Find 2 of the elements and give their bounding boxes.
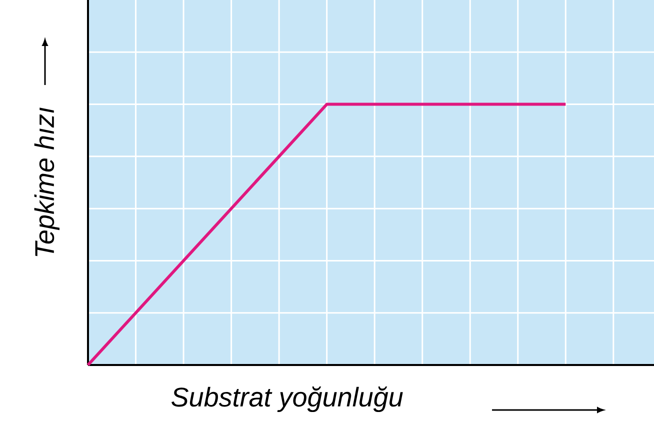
y-axis-title: Tepkime hızı bbox=[34, 108, 60, 256]
x-axis-title: Substrat yoğunluğu bbox=[172, 386, 403, 412]
